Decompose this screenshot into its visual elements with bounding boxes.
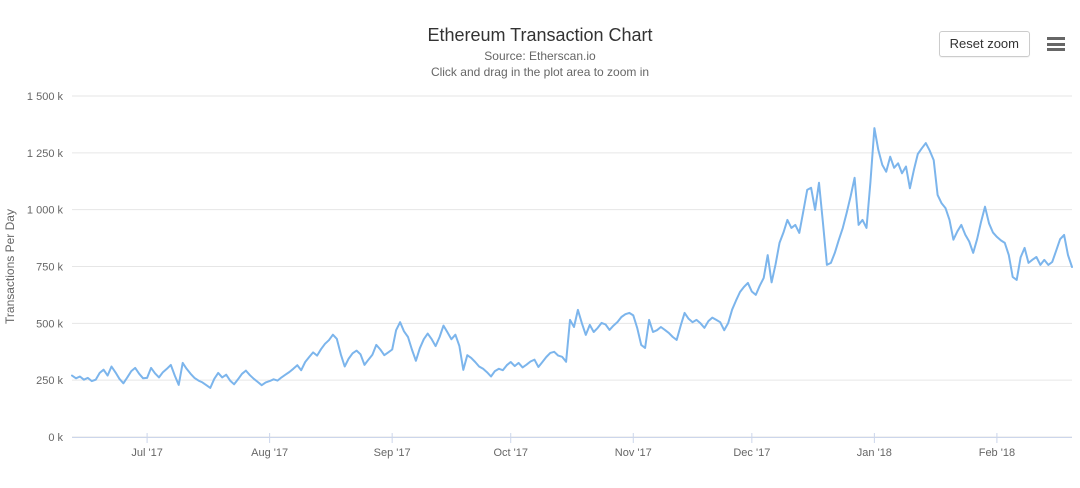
x-axis-label: Jul '17 bbox=[131, 447, 162, 459]
x-axis-label: Nov '17 bbox=[615, 447, 652, 459]
y-axis-label: 1 250 k bbox=[27, 148, 64, 160]
hamburger-icon bbox=[1047, 48, 1065, 51]
x-axis-label: Sep '17 bbox=[374, 447, 411, 459]
y-axis-label: 750 k bbox=[36, 262, 63, 274]
x-axis-label: Aug '17 bbox=[251, 447, 288, 459]
transactions-line-series bbox=[71, 127, 1073, 389]
context-menu-button[interactable] bbox=[1047, 37, 1065, 51]
x-axis-label: Feb '18 bbox=[979, 447, 1015, 459]
y-axis-label: 500 k bbox=[36, 318, 63, 330]
x-axis-label: Dec '17 bbox=[733, 447, 770, 459]
x-axis-label: Oct '17 bbox=[493, 447, 528, 459]
hamburger-icon bbox=[1047, 42, 1065, 46]
hamburger-icon bbox=[1047, 37, 1065, 40]
y-axis-label: 250 k bbox=[36, 375, 63, 387]
y-axis-label: 1 000 k bbox=[27, 205, 64, 217]
reset-zoom-button[interactable]: Reset zoom bbox=[938, 31, 1030, 57]
chart-title: Ethereum Transaction Chart bbox=[427, 25, 653, 45]
chart-subtitle-hint: Click and drag in the plot area to zoom … bbox=[430, 65, 650, 79]
x-axis-label: Jan '18 bbox=[857, 447, 892, 459]
y-axis-title: Transactions Per Day bbox=[3, 209, 17, 324]
chart-subtitle-source: Source: Etherscan.io bbox=[484, 49, 596, 63]
y-axis-label: 1 500 k bbox=[27, 91, 64, 103]
y-axis-label: 0 k bbox=[48, 432, 63, 444]
